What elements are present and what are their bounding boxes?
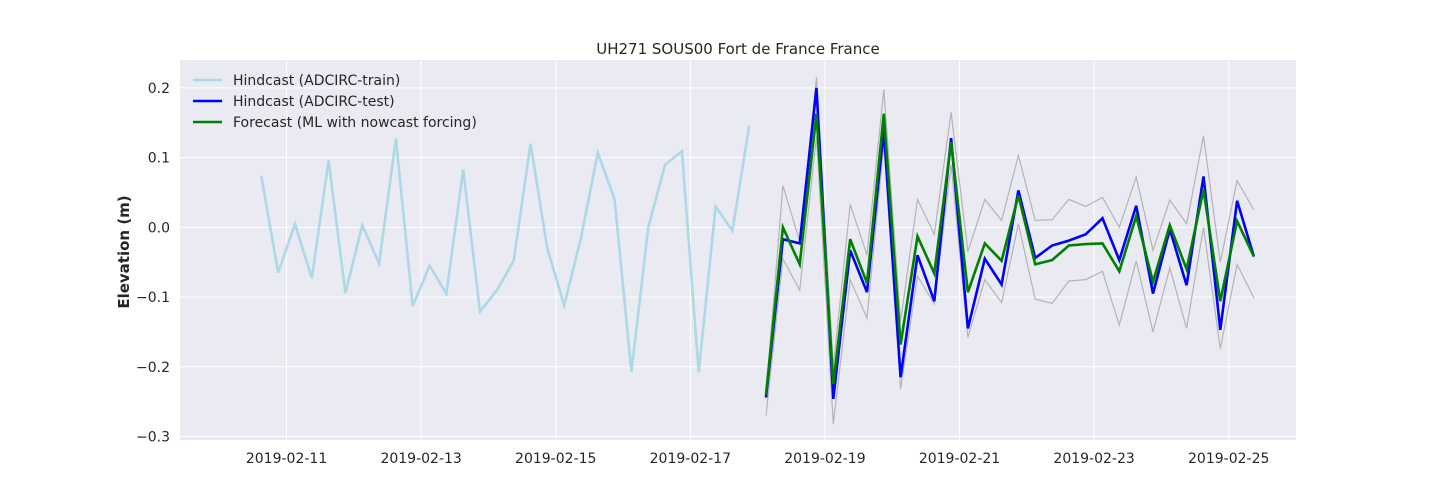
legend: Hindcast (ADCIRC-train) Hindcast (ADCIRC-… [193,73,477,131]
chart-title: UH271 SOUS00 Fort de France France [596,40,879,58]
y-tick-label: 0.0 [148,220,170,236]
x-tick-label: 2019-02-23 [1053,451,1134,467]
y-axis-label: Elevation (m) [115,195,133,308]
y-axis: −0.3 −0.2 −0.1 0.0 0.1 0.2 [136,81,170,446]
x-tick-label: 2019-02-19 [784,451,865,467]
legend-label: Forecast (ML with nowcast forcing) [233,115,477,131]
series-layer [260,77,1256,425]
legend-label: Hindcast (ADCIRC-test) [233,94,395,110]
y-tick-label: 0.2 [148,81,170,97]
x-axis: 2019-02-11 2019-02-13 2019-02-15 2019-02-17… [246,451,1270,467]
confidence-lower-band-line [765,136,1255,425]
legend-label: Hindcast (ADCIRC-train) [233,73,400,89]
x-tick-label: 2019-02-17 [650,451,731,467]
x-tick-label: 2019-02-15 [515,451,596,467]
y-tick-label: −0.2 [136,360,170,376]
series-line-0 [260,125,751,373]
series-line-4 [764,113,1256,395]
y-tick-label: −0.3 [136,430,170,446]
x-tick-label: 2019-02-11 [246,451,327,467]
x-tick-label: 2019-02-25 [1188,451,1269,467]
confidence-upper-band-line [765,77,1255,395]
series-line-3 [764,87,1256,400]
x-tick-label: 2019-02-13 [380,451,461,467]
x-tick-label: 2019-02-21 [919,451,1000,467]
y-tick-label: −0.1 [136,290,170,306]
y-tick-label: 0.1 [148,151,170,167]
plot-area [180,60,1296,440]
